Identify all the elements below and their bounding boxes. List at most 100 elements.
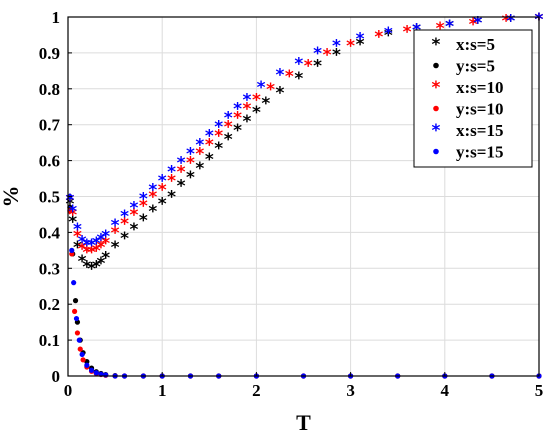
- data-point: *: [195, 144, 204, 164]
- data-point: [71, 280, 77, 286]
- data-point: *: [167, 171, 176, 191]
- x-tick-label: 2: [252, 381, 261, 400]
- data-point: [80, 357, 86, 363]
- data-point: *: [304, 56, 313, 76]
- data-point: *: [356, 30, 365, 50]
- data-point: *: [445, 17, 454, 37]
- data-point: *: [82, 243, 91, 263]
- data-point: *: [158, 180, 167, 200]
- data-point: *: [78, 240, 87, 260]
- data-point: *: [177, 153, 186, 173]
- data-point: [71, 308, 78, 314]
- data-point: *: [469, 15, 478, 35]
- data-point: *: [214, 117, 223, 137]
- y-tick-label: 0.9: [39, 44, 60, 63]
- data-point: [69, 247, 75, 253]
- data-point: *: [177, 162, 186, 182]
- data-point: [77, 346, 83, 352]
- data-point: *: [97, 254, 106, 274]
- data-point: [88, 367, 95, 373]
- data-point: [69, 251, 75, 257]
- data-point: *: [233, 121, 242, 141]
- data-point: *: [97, 238, 106, 258]
- data-point: *: [73, 227, 82, 247]
- data-point: *: [92, 258, 101, 278]
- data-point: *: [195, 159, 204, 179]
- data-point: *: [276, 65, 285, 85]
- data-point: *: [233, 109, 242, 129]
- data-point: *: [233, 100, 242, 120]
- data-point: *: [313, 44, 322, 64]
- data-point: *: [101, 227, 110, 247]
- data-point: *: [243, 100, 252, 120]
- y-tick-label: 0.6: [39, 152, 60, 171]
- data-point: [72, 298, 79, 304]
- data-point: *: [68, 202, 77, 222]
- data-point: *: [139, 189, 148, 209]
- data-point: *: [186, 168, 195, 188]
- data-point: *: [158, 195, 167, 215]
- data-point: *: [294, 55, 303, 75]
- data-point: *: [68, 205, 77, 225]
- data-point: *: [473, 13, 482, 33]
- data-point: [93, 370, 99, 376]
- data-point: *: [158, 171, 167, 191]
- data-point: *: [68, 213, 77, 233]
- data-point: *: [129, 220, 138, 240]
- data-point: *: [65, 191, 74, 211]
- data-point: *: [332, 37, 341, 57]
- data-point: *: [257, 78, 266, 98]
- data-point: *: [252, 91, 261, 111]
- data-point: *: [111, 223, 120, 243]
- data-point: *: [186, 144, 195, 164]
- data-point: *: [224, 117, 233, 137]
- data-point: *: [285, 67, 294, 87]
- series-5: [67, 193, 542, 379]
- data-point: *: [148, 202, 157, 222]
- data-point: *: [276, 83, 285, 103]
- data-point: *: [205, 150, 214, 170]
- y-tick-label: 0.8: [39, 80, 60, 99]
- data-point: *: [243, 112, 252, 132]
- data-point: *: [78, 232, 87, 252]
- data-point: *: [224, 130, 233, 150]
- data-point: *: [502, 12, 511, 32]
- data-point: *: [374, 28, 383, 48]
- data-point: *: [332, 46, 341, 66]
- data-point: *: [82, 258, 91, 278]
- data-point: *: [214, 126, 223, 146]
- data-point: *: [384, 26, 393, 46]
- data-point: *: [195, 135, 204, 155]
- y-axis-label: %: [0, 186, 23, 208]
- series-layer: ********* * * * * * ** * * ** * * * * ****** * * * * ******…: [65, 10, 544, 379]
- x-tick-label: 5: [535, 381, 544, 400]
- x-tick-label: 4: [441, 381, 450, 400]
- series-4: ************************************: [65, 10, 543, 256]
- y-tick-label: 0.2: [39, 295, 60, 314]
- data-point: *: [167, 188, 176, 208]
- data-point: *: [403, 22, 412, 42]
- data-point: *: [148, 188, 157, 208]
- legend-marker: *: [432, 78, 441, 98]
- legend-marker: [433, 148, 439, 155]
- data-point: *: [92, 234, 101, 254]
- data-point: *: [139, 211, 148, 231]
- y-tick-label: 0.7: [39, 116, 61, 135]
- data-point: *: [243, 91, 252, 111]
- legend-label: x:s=10: [456, 78, 503, 97]
- data-point: *: [87, 243, 96, 263]
- data-point: *: [205, 126, 214, 146]
- data-point: *: [186, 153, 195, 173]
- data-point: *: [120, 229, 129, 249]
- y-tick-label: 1: [52, 8, 61, 27]
- data-point: *: [356, 35, 365, 55]
- data-point: *: [82, 236, 91, 256]
- series-3: [67, 208, 542, 379]
- data-point: *: [111, 216, 120, 236]
- series-0: *************************************: [65, 10, 543, 280]
- x-tick-label: 1: [158, 381, 167, 400]
- data-point: [76, 337, 82, 343]
- x-axis-label: T: [296, 410, 311, 435]
- data-point: *: [120, 214, 129, 234]
- data-point: *: [323, 46, 332, 66]
